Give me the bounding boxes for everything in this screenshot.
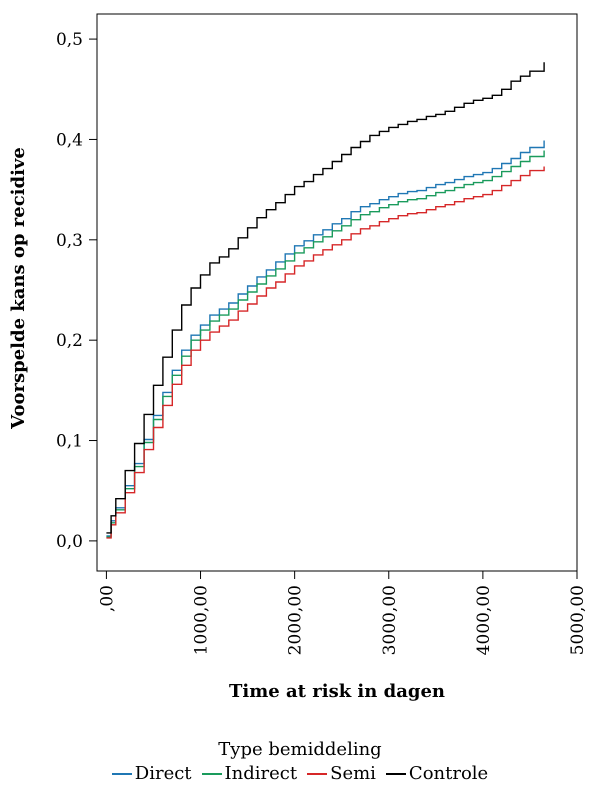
x-tick-label: 1000,00 — [192, 585, 212, 655]
x-tick-label: 2000,00 — [286, 585, 306, 655]
legend-swatch — [307, 773, 328, 775]
legend-swatch — [111, 773, 132, 775]
plot-frame — [96, 13, 578, 572]
x-tick-label: 4000,00 — [474, 585, 494, 655]
y-tick-label: 0,0 — [56, 532, 83, 552]
x-tick-label: 5000,00 — [568, 585, 588, 655]
x-tick-label: ,00 — [97, 585, 117, 612]
legend-item-controle: Controle — [385, 762, 489, 786]
legend-swatch — [201, 773, 222, 775]
y-tick-label: 0,4 — [56, 130, 83, 150]
series-line-controle — [106, 62, 545, 534]
x-tick-label: 3000,00 — [380, 585, 400, 655]
legend-label: Controle — [408, 763, 489, 784]
survival-chart: 0,0 0,1 0,2 0,3 0,4 0,5 ,00 1000,00 2000,00 3000… — [8, 13, 588, 702]
legend-label: Semi — [330, 763, 376, 784]
series-line-indirect — [106, 150, 545, 538]
series-line-semi — [106, 166, 545, 539]
legend-item-direct: Direct — [111, 762, 192, 786]
y-axis-title: Voorspelde kans op recidive — [8, 147, 29, 430]
x-axis: ,00 1000,00 2000,00 3000,00 4000,00 5000,00 — [97, 571, 588, 655]
legend-item-semi: Semi — [307, 762, 376, 786]
y-axis: 0,0 0,1 0,2 0,3 0,4 0,5 — [56, 30, 97, 552]
series-layer — [106, 62, 545, 539]
legend-label: Indirect — [224, 763, 298, 784]
y-tick-label: 0,3 — [56, 231, 83, 251]
y-tick-label: 0,1 — [56, 432, 83, 452]
legend-items: Direct Indirect Semi Controle — [0, 762, 600, 786]
legend: Type bemiddeling Direct Indirect Semi Contr… — [0, 738, 600, 786]
legend-item-indirect: Indirect — [201, 762, 298, 786]
legend-swatch — [385, 773, 406, 775]
y-tick-label: 0,2 — [56, 331, 83, 351]
legend-label: Direct — [134, 763, 192, 784]
x-axis-title: Time at risk in dagen — [229, 681, 445, 702]
y-tick-label: 0,5 — [56, 30, 83, 50]
legend-title: Type bemiddeling — [218, 739, 382, 760]
